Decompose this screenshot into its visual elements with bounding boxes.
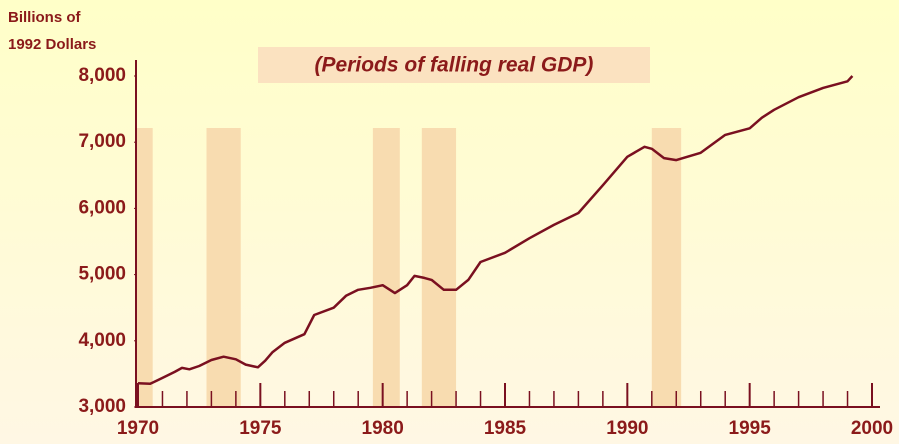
period-band xyxy=(651,128,682,406)
y-tick-label: 3,000 xyxy=(78,396,126,417)
y-axis-label: Billions of xyxy=(8,9,82,26)
annotation: (Periods of falling real GDP) xyxy=(315,54,594,77)
y-tick-label: 6,000 xyxy=(78,197,126,218)
y-tick-label: 7,000 xyxy=(78,131,126,152)
period-band xyxy=(137,128,153,406)
period-band xyxy=(372,128,400,406)
period-band xyxy=(421,128,457,406)
x-tick-label: 1995 xyxy=(729,418,772,439)
x-tick-label: 2000 xyxy=(851,418,893,439)
y-axis-label: 1992 Dollars xyxy=(8,36,96,53)
y-tick-label: 4,000 xyxy=(78,330,126,351)
x-tick-label: 1975 xyxy=(239,418,282,439)
x-tick-label: 1985 xyxy=(484,418,527,439)
period-band xyxy=(206,128,241,406)
x-tick-label: 1970 xyxy=(117,418,159,439)
y-tick-label: 8,000 xyxy=(78,65,126,86)
x-tick-label: 1980 xyxy=(362,418,404,439)
gdp-line xyxy=(137,75,854,386)
y-tick-label: 5,000 xyxy=(78,264,126,285)
annotation-box xyxy=(258,47,650,83)
x-tick-label: 1990 xyxy=(606,418,648,439)
